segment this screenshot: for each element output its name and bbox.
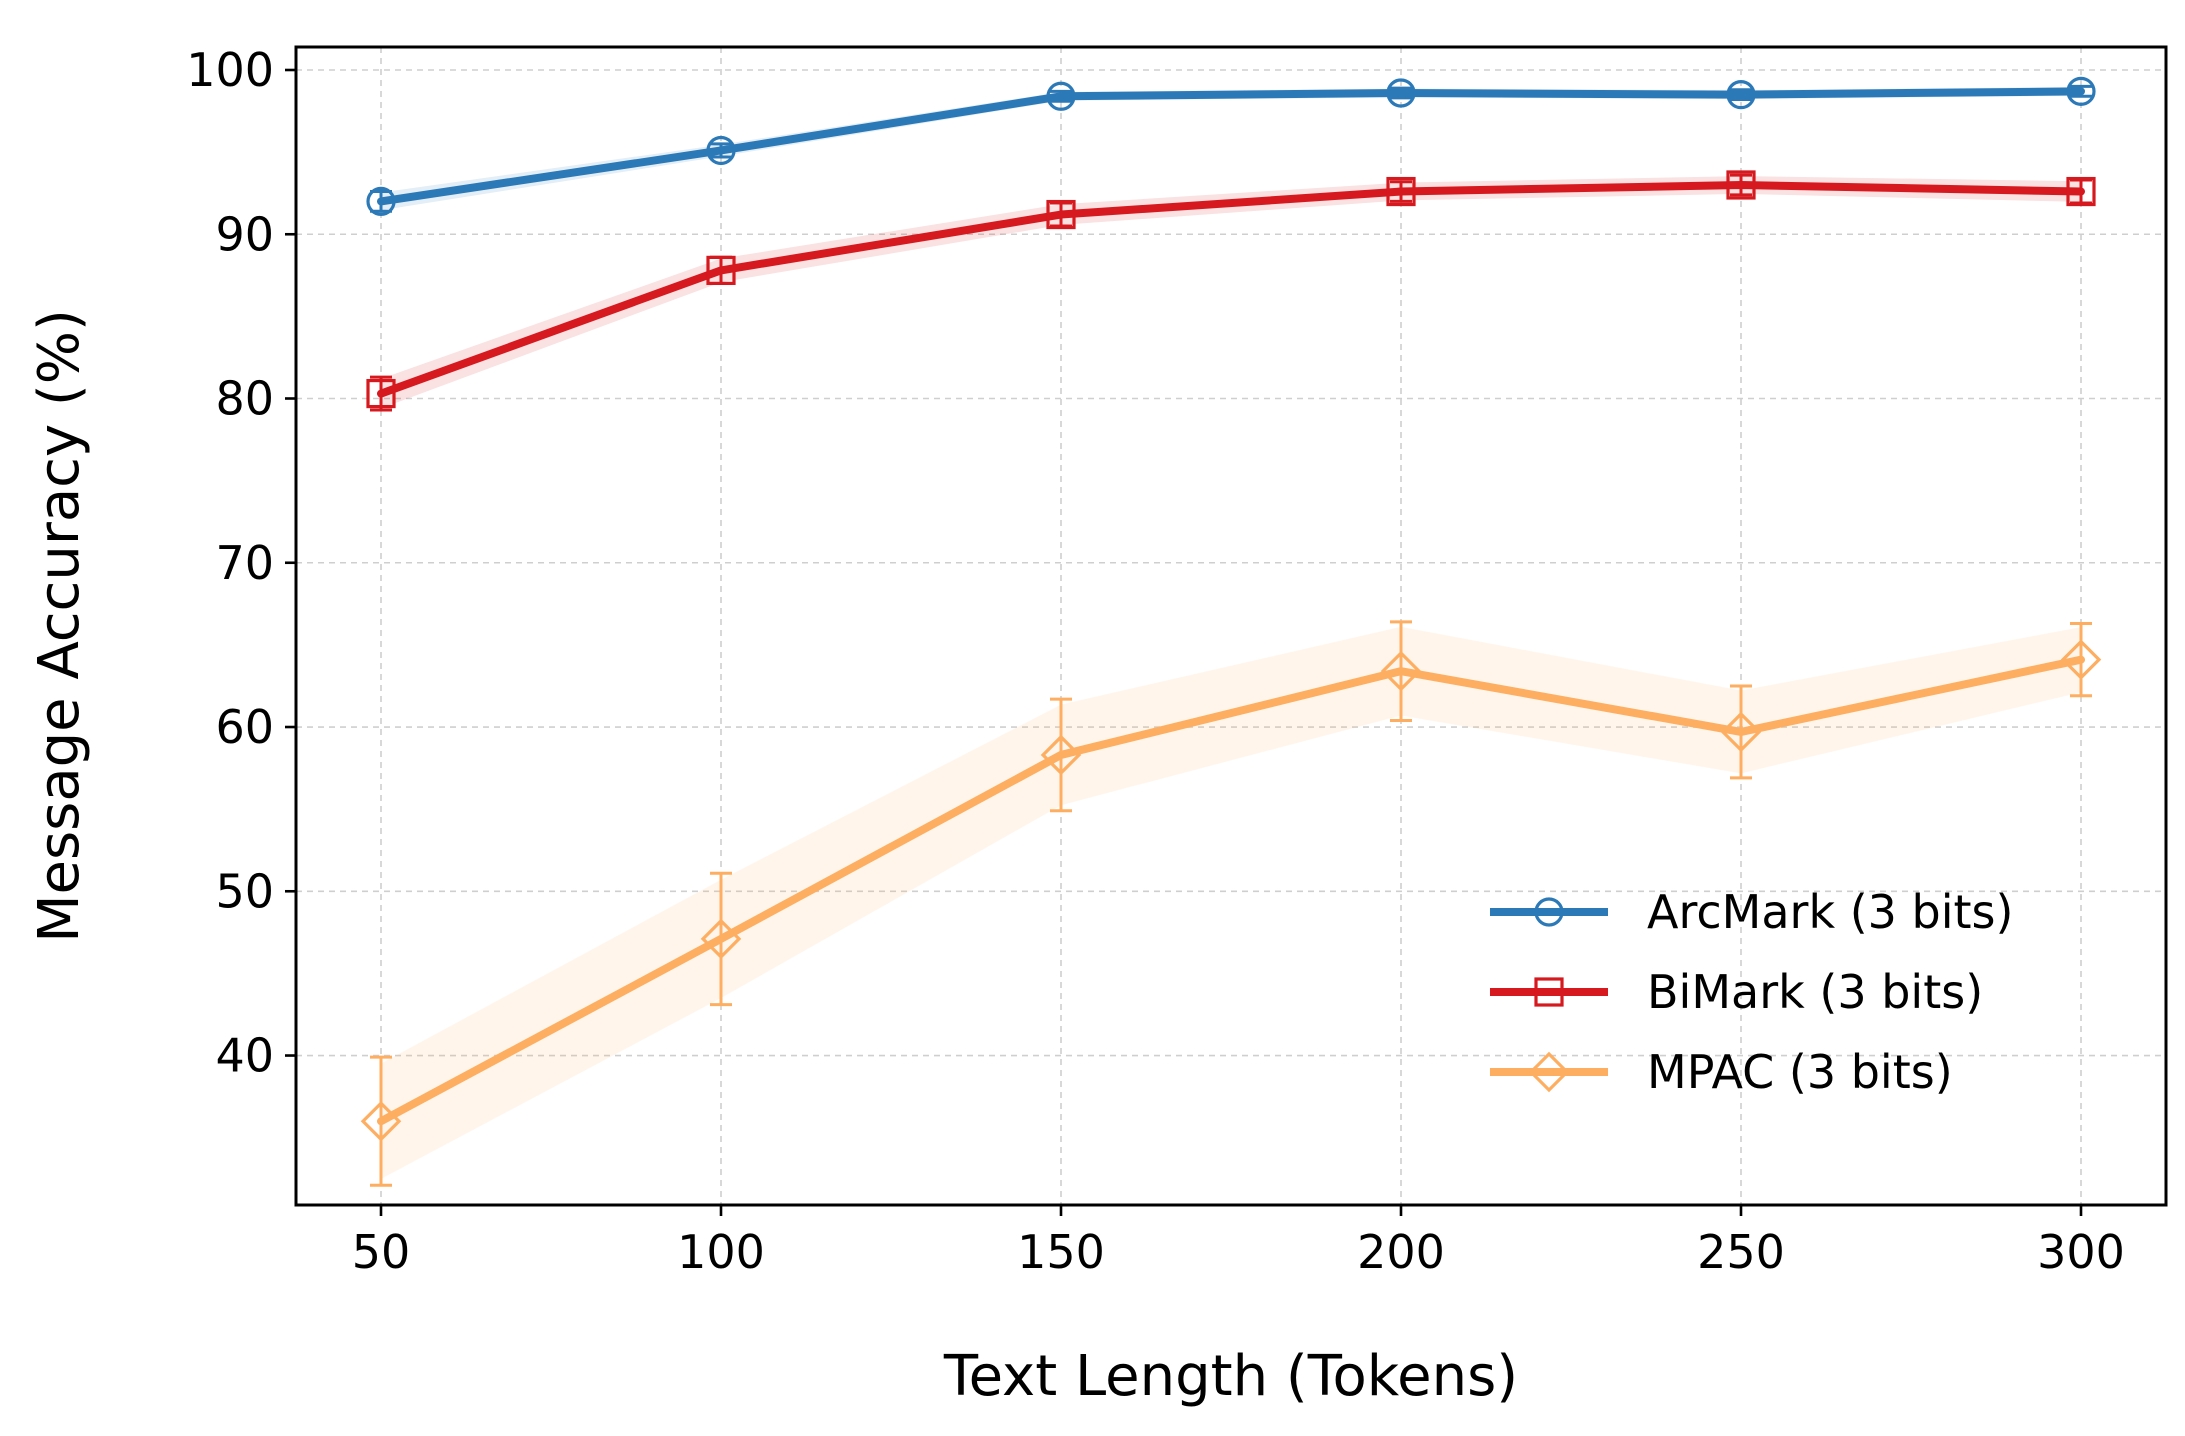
legend-marker-mpac [1528,1051,1570,1093]
x-tick-label: 150 [1017,1225,1105,1279]
grid [296,47,2166,1205]
y-tick-label: 40 [215,1029,274,1083]
legend-label-bimark: BiMark (3 bits) [1647,965,1983,1019]
legend-marker-arcmark [1534,897,1564,927]
mpac-data-point [2060,639,2102,680]
y-tick-label: 60 [215,700,274,754]
arcmark-data-point [1046,81,1076,111]
arcmark-data-point [1386,78,1416,108]
legend-label-arcmark: ArcMark (3 bits) [1647,885,2013,939]
legend-label-mpac: MPAC (3 bits) [1647,1045,1953,1099]
legend: ArcMark (3 bits) BiMark (3 bits) MPAC (3 b… [1490,885,2013,1099]
mpac-data-point [360,1100,402,1142]
mpac-data-point [1380,650,1422,692]
arcmark-data-point [706,135,736,166]
arcmark-data-point [366,186,396,216]
bimark-data-point [706,255,736,285]
y-axis-label: Message Accuracy (%) [27,309,92,943]
legend-marker-bimark [1534,977,1564,1007]
bimark-data-point [2066,176,2096,207]
mpac-series-line [377,655,2085,1126]
bimark-data-point [1046,199,1076,230]
y-tick-label: 80 [215,372,274,426]
y-tick-label: 90 [215,207,274,261]
x-tick-label: 50 [352,1225,411,1279]
bimark-data-point [1726,170,1756,200]
x-tick-label: 300 [2037,1225,2125,1279]
y-tick-label: 70 [215,536,274,590]
bimark-data-point [1386,176,1416,207]
y-tick-label: 50 [215,864,274,918]
arcmark-data-point [2066,76,2096,106]
x-tick-label: 250 [1697,1225,1785,1279]
bimark-error-band [381,176,2081,409]
mpac-data-point [1040,734,1082,776]
x-tick-label: 200 [1357,1225,1445,1279]
axis-ticks: 50 100 150 200 250 300 40 50 60 70 80 90 100 [186,43,2125,1279]
x-axis-label: Text Length (Tokens) [943,1344,1518,1409]
y-tick-label: 100 [186,43,274,97]
bimark-series-line [377,180,2085,398]
arcmark-data-point [1726,80,1756,110]
plot-frame [294,45,2168,1207]
mpac-data-point [1720,711,1762,753]
series [360,76,2102,1187]
bimark-data-point [366,378,396,409]
mpac-data-point [700,918,742,960]
x-tick-label: 100 [677,1225,765,1279]
arcmark-series-line [377,87,2085,206]
